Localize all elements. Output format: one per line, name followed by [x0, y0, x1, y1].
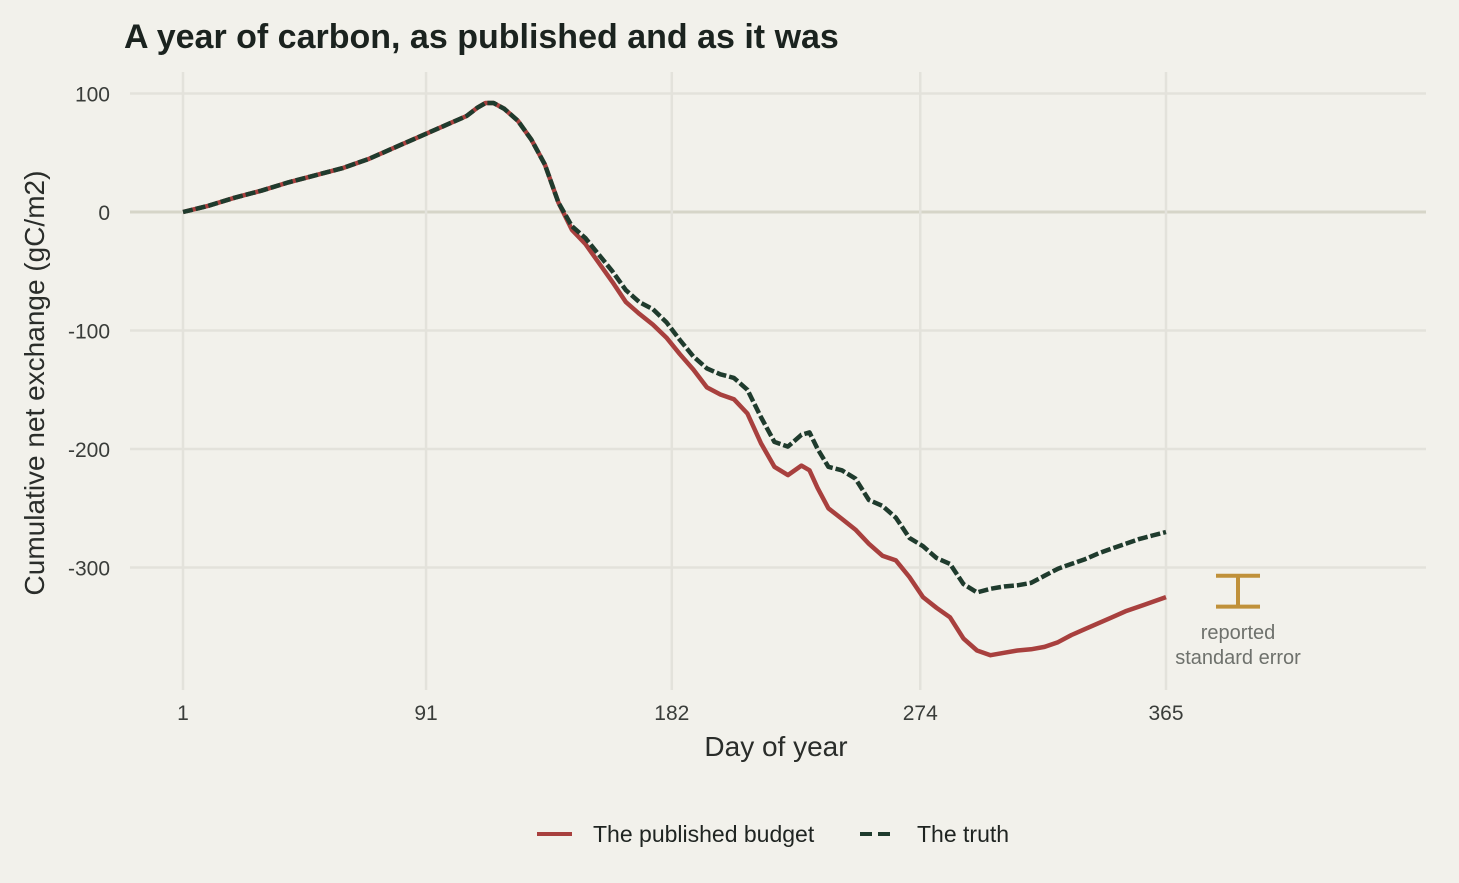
- y-tick-label: -200: [68, 439, 110, 462]
- y-axis-title: Cumulative net exchange (gC/m2): [19, 171, 50, 596]
- y-tick-label: -100: [68, 321, 110, 344]
- x-axis-title: Day of year: [704, 731, 847, 762]
- annotation-label-standard-error: standard error: [1175, 647, 1301, 669]
- legend-label-published: The published budget: [593, 821, 815, 847]
- series-line-published: [182, 100, 1167, 658]
- chart-title: A year of carbon, as published and as it…: [124, 18, 839, 56]
- y-tick-labels: 100 0 -100 -200 -300: [68, 84, 110, 581]
- y-tick-label: -300: [68, 558, 110, 581]
- x-tick-label: 182: [654, 702, 689, 725]
- x-tick-labels: 1 91 182 274 365: [177, 702, 1183, 725]
- series-lines: [182, 100, 1167, 658]
- y-tick-label: 0: [98, 202, 110, 225]
- y-tick-label: 100: [75, 84, 110, 107]
- series-line-truth: [182, 100, 1167, 595]
- x-tick-label: 91: [414, 702, 437, 725]
- legend: The published budget The truth: [537, 821, 1009, 847]
- x-tick-label: 1: [177, 702, 189, 725]
- legend-label-truth: The truth: [917, 821, 1009, 847]
- annotation-label-reported: reported: [1201, 622, 1276, 644]
- x-tick-label: 274: [903, 702, 938, 725]
- x-tick-label: 365: [1148, 702, 1183, 725]
- standard-error-annotation: reported standard error: [1175, 573, 1301, 669]
- gridlines: [130, 72, 1426, 690]
